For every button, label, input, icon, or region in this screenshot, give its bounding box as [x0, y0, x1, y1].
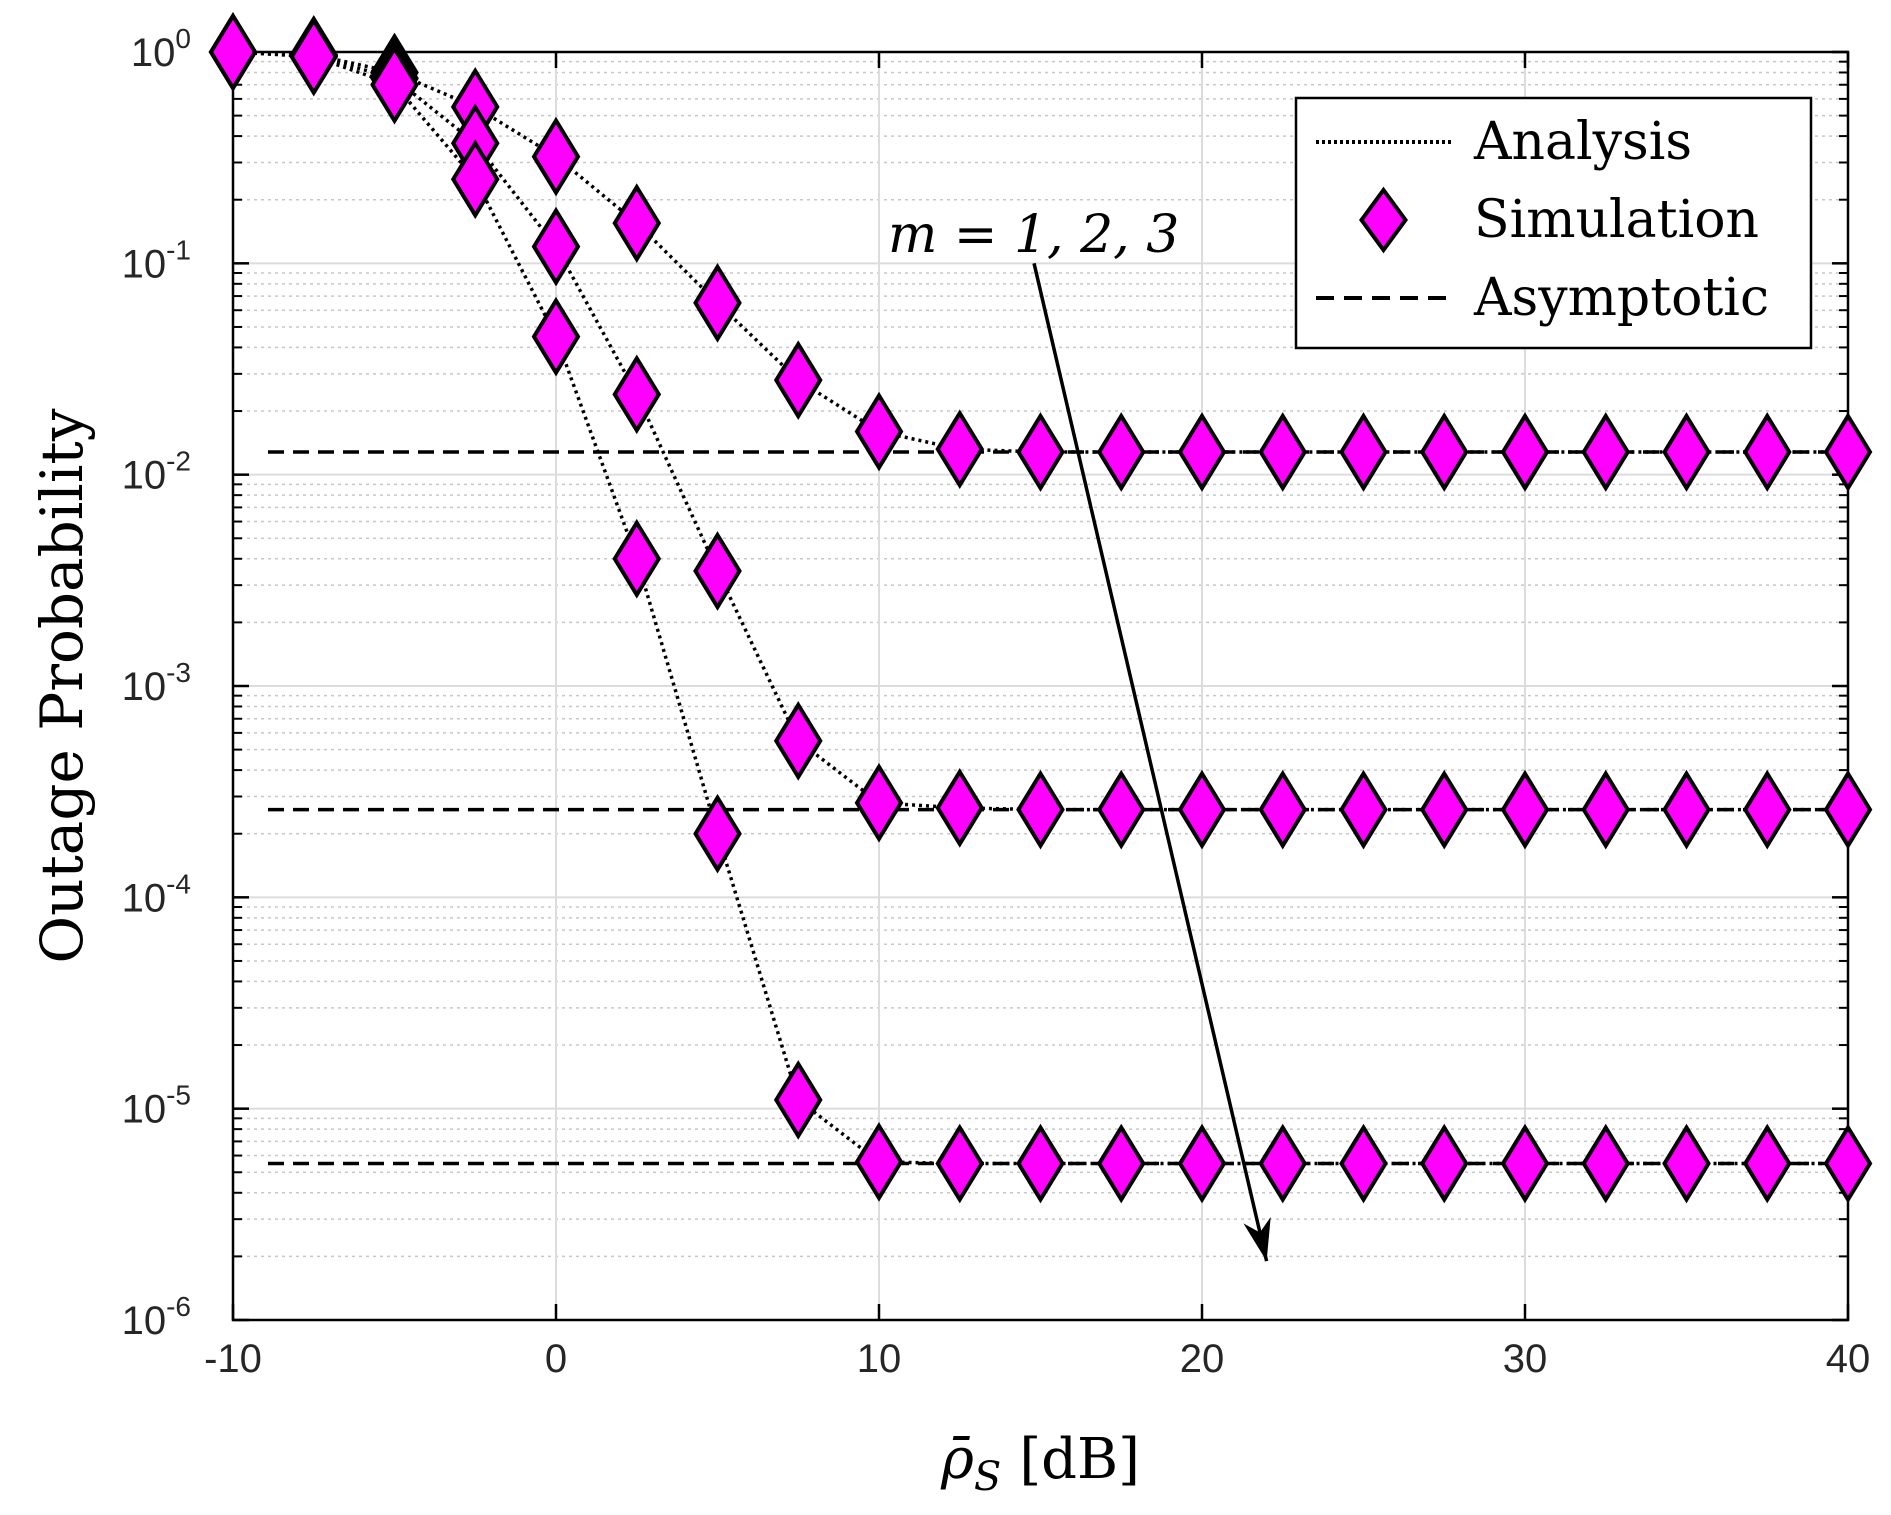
simulation-marker [1016, 412, 1065, 492]
simulation-marker [854, 391, 904, 472]
simulation-marker [531, 206, 581, 287]
simulation-marker [1016, 1123, 1065, 1204]
simulation-marker [1419, 1123, 1469, 1204]
simulation-marker [1662, 769, 1711, 850]
simulation-marker [1177, 412, 1227, 492]
simulation-marker [1823, 1123, 1873, 1204]
simulation-marker [1096, 769, 1146, 850]
simulation-marker [450, 139, 500, 220]
annotation-arrow-shaft [1032, 262, 1269, 1262]
legend-label: Simulation [1474, 190, 1759, 250]
x-tick-label: 0 [545, 1337, 567, 1381]
simulation-marker [208, 12, 258, 92]
simulation-marker [1581, 769, 1631, 850]
simulation-marker [1581, 1123, 1631, 1204]
simulation-marker [531, 296, 581, 377]
simulation-marker [773, 701, 823, 781]
y-tick-label: 10-1 [122, 234, 191, 286]
simulation-marker [612, 518, 662, 599]
simulation-marker [1177, 1123, 1227, 1204]
simulation-marker [1177, 769, 1227, 850]
simulation-marker [935, 768, 985, 848]
simulation-marker [1258, 1123, 1308, 1204]
simulation-marker [1096, 412, 1146, 492]
annotation-text: m = 1, 2, 3 [888, 205, 1179, 265]
simulation-marker [1016, 769, 1065, 850]
legend-label: Analysis [1473, 112, 1692, 172]
simulation-marker [1419, 769, 1469, 850]
simulation-marker [1662, 412, 1711, 492]
simulation-marker [1742, 412, 1792, 492]
legend-label: Asymptotic [1473, 268, 1769, 328]
simulation-marker [370, 44, 419, 125]
y-tick-label: 10-2 [122, 446, 191, 498]
y-axis-label: Outage Probability [28, 408, 96, 963]
simulation-marker [1258, 412, 1308, 492]
simulation-marker [773, 340, 823, 421]
y-tick-label: 10-3 [122, 657, 191, 709]
simulation-marker [854, 1122, 904, 1202]
y-tick-label: 100 [131, 23, 191, 75]
simulation-marker [612, 183, 662, 263]
simulation-marker [1339, 1123, 1388, 1204]
simulation-marker [1823, 412, 1873, 492]
simulation-marker [1096, 1123, 1146, 1204]
simulation-marker [1339, 769, 1388, 850]
simulation-marker [1662, 1123, 1711, 1204]
x-tick-label: 10 [857, 1337, 902, 1381]
simulation-marker [693, 793, 742, 874]
x-tick-label: 20 [1180, 1337, 1225, 1381]
analysis-line [232, 50, 1848, 454]
simulation-marker [612, 354, 662, 435]
simulation-marker [935, 409, 985, 490]
simulation-marker [1339, 412, 1388, 492]
x-tick-label: 30 [1503, 1337, 1548, 1381]
simulation-marker [1581, 412, 1631, 492]
simulation-marker [1419, 412, 1469, 492]
annotation-arrow-head [1243, 1217, 1271, 1262]
legend: Analysis Simulation Asymptotic [1294, 96, 1813, 350]
simulation-marker [1500, 1123, 1550, 1204]
x-axis-label: ρ̄S [dB] [940, 1427, 1140, 1500]
simulation-marker [531, 116, 581, 197]
simulation-marker [289, 16, 339, 97]
simulation-marker [1742, 1123, 1792, 1204]
simulation-marker [854, 762, 904, 843]
y-tick-label: 10-6 [122, 1291, 191, 1343]
x-tick-label: -10 [204, 1337, 262, 1381]
axes: 100 10-1 10-2 10-3 10-4 10-5 10-6 -10 0 10 20 30 40 ρ… [28, 23, 1870, 1500]
simulation-marker [1500, 412, 1550, 492]
y-tick-label: 10-5 [122, 1080, 191, 1132]
simulation-marker [1823, 769, 1873, 850]
simulation-marker [773, 1060, 823, 1140]
simulation-marker [1258, 769, 1308, 850]
legend-swatch-simulation [1359, 186, 1408, 254]
series-layer [208, 12, 1873, 1204]
y-tick-label: 10-4 [122, 868, 191, 920]
simulation-marker [693, 531, 742, 611]
annotation: m = 1, 2, 3 [888, 205, 1271, 1262]
simulation-marker [935, 1123, 985, 1204]
simulation-marker [693, 263, 742, 343]
simulation-marker [1500, 769, 1550, 850]
x-tick-label: 40 [1826, 1337, 1871, 1381]
simulation-marker [1742, 769, 1792, 850]
